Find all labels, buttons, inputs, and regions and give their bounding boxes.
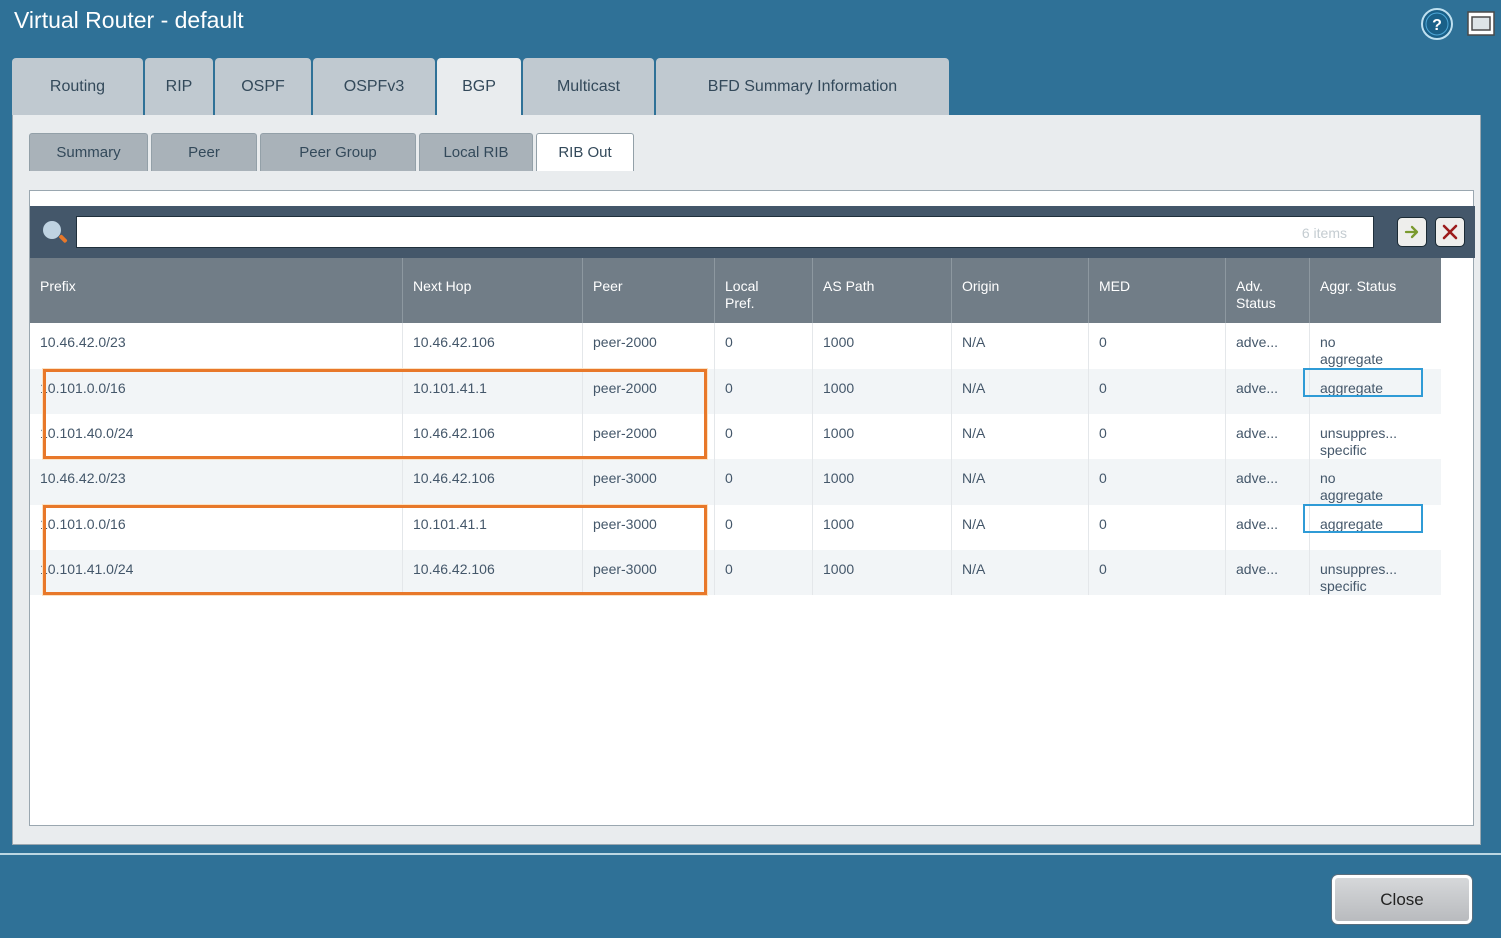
svg-text:?: ? [1432,17,1442,34]
